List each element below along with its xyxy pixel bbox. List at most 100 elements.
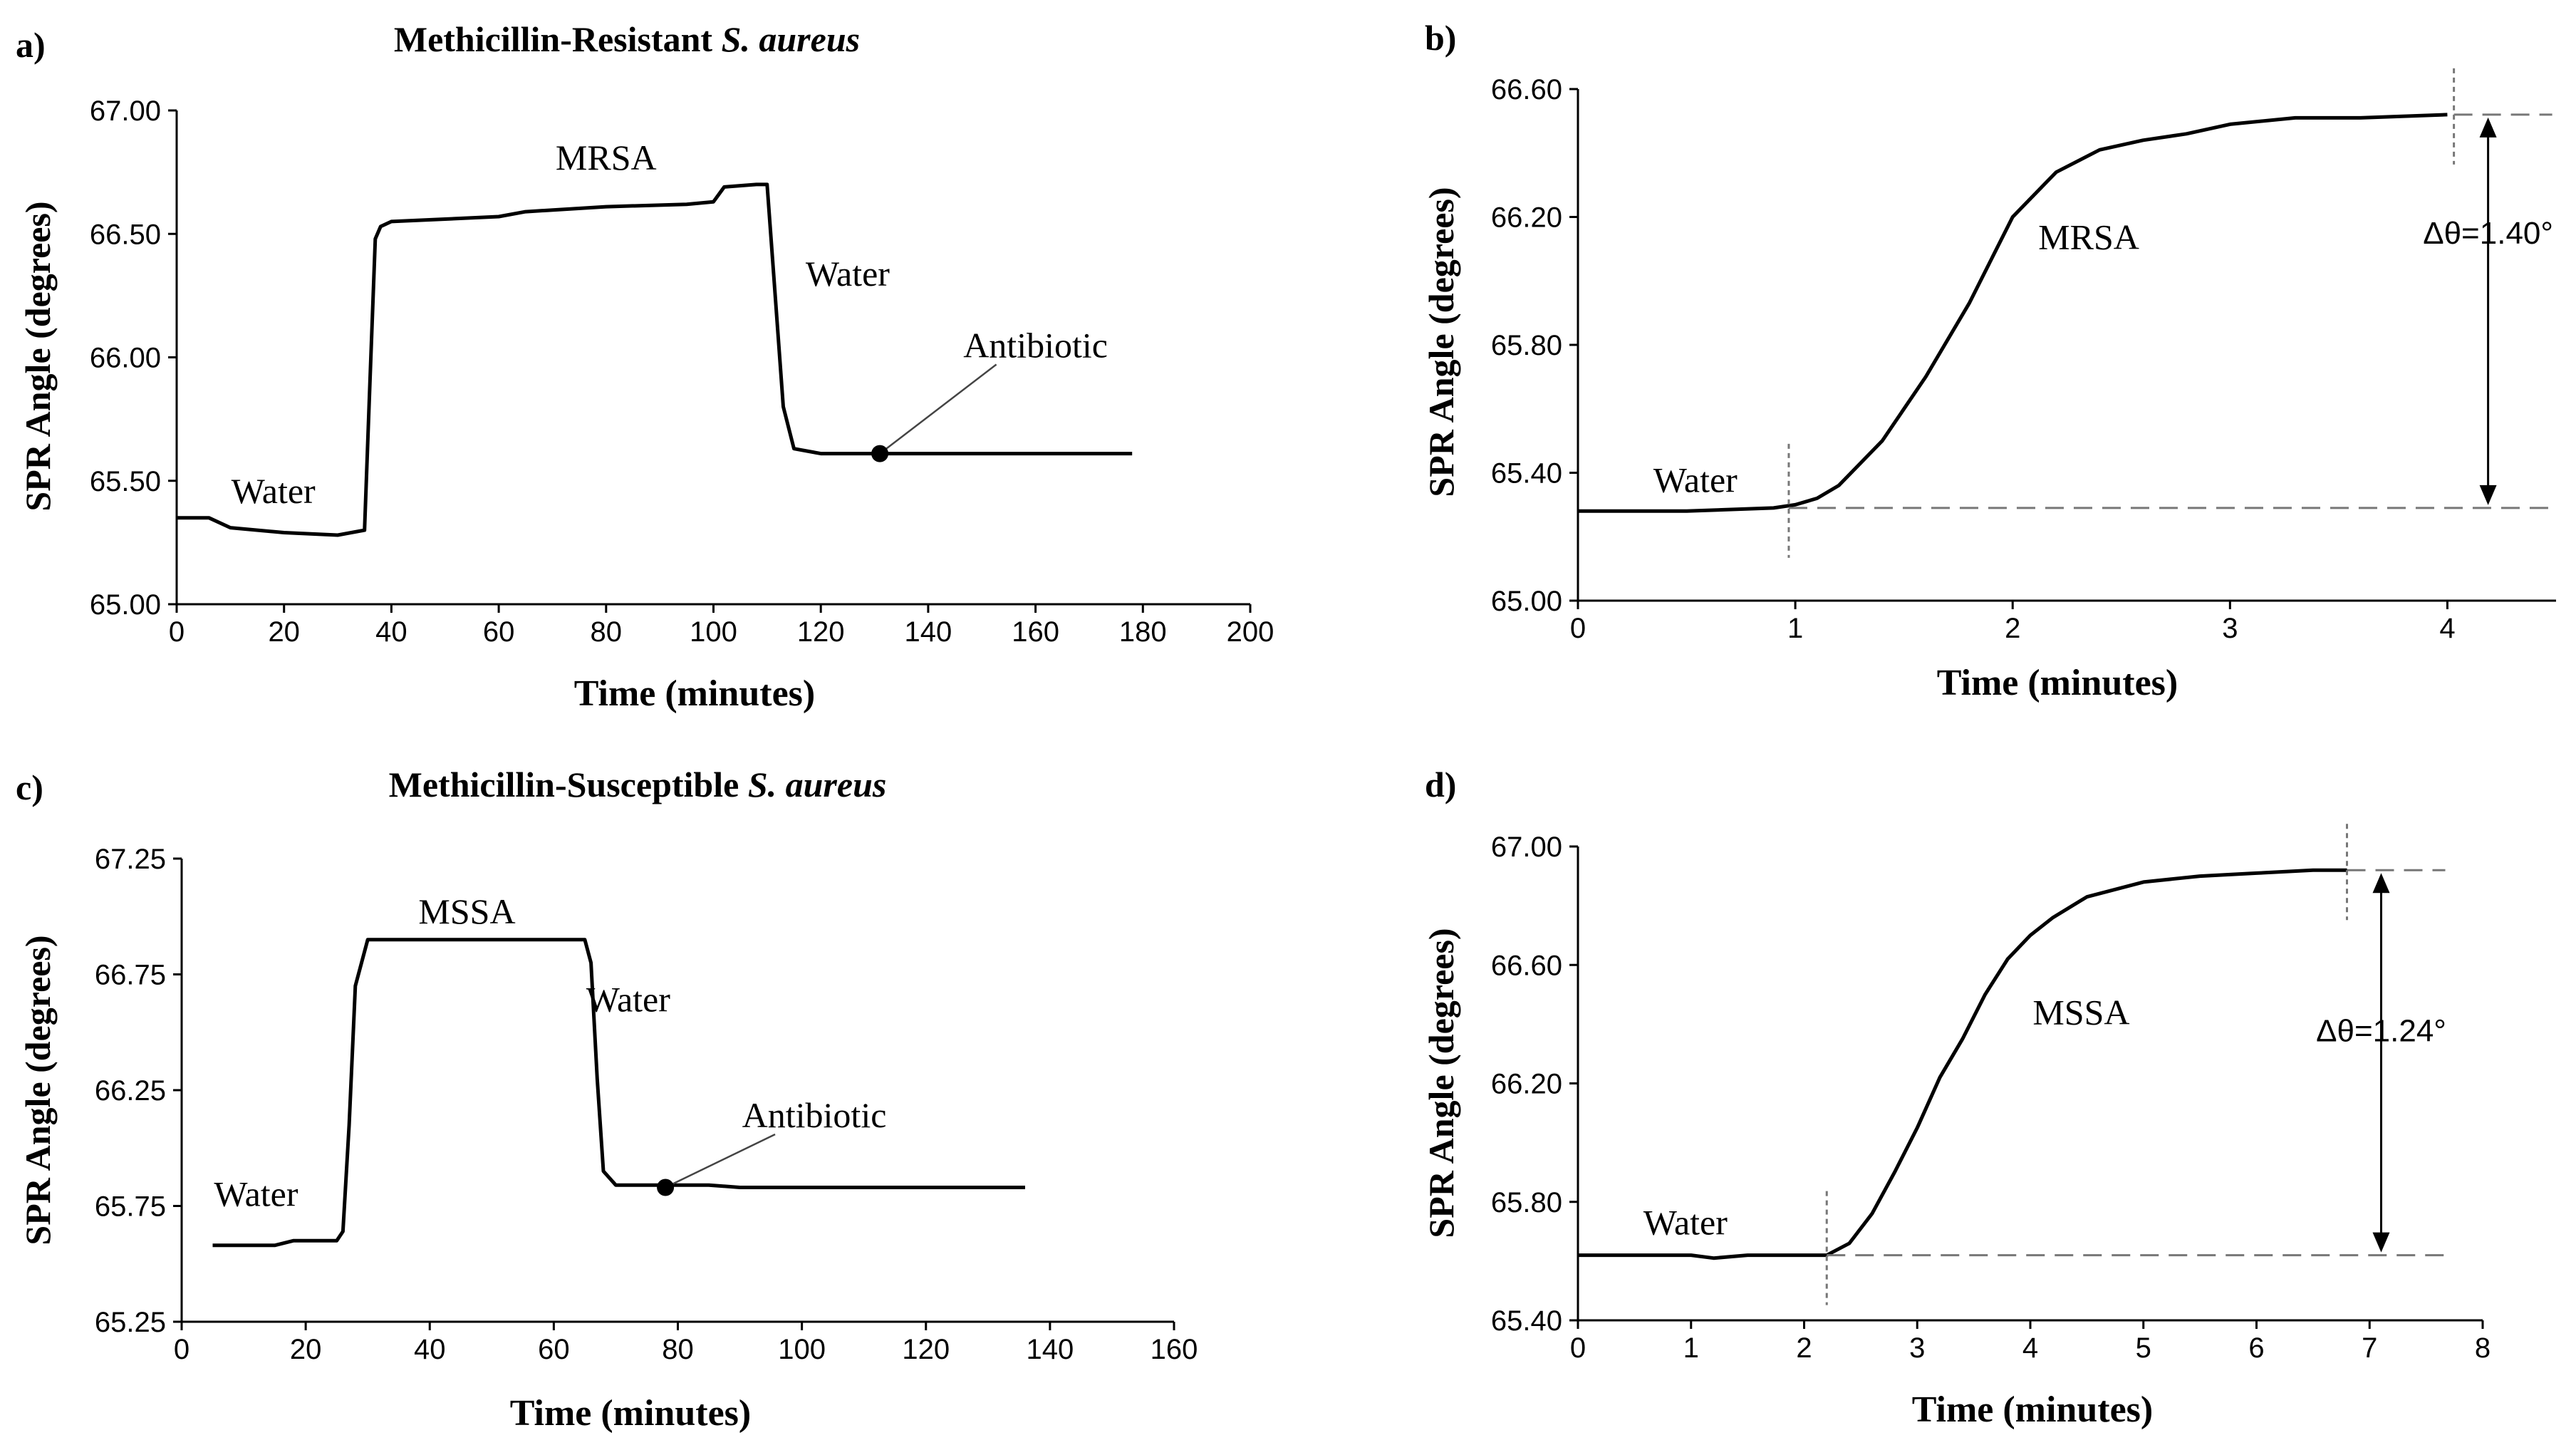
panel-a-title: Methicillin-Resistant S. aureus	[394, 19, 860, 59]
panel-a-x-axis-label: Time (minutes)	[574, 673, 815, 714]
panel-a-chart: a) Methicillin-Resistant S. aureus 0 20 40…	[16, 19, 1274, 714]
x-tick-label-60: 60	[483, 616, 515, 648]
y-tick-label-66-20: 66.20	[1491, 202, 1562, 234]
y-tick-label-67-00: 67.00	[1491, 832, 1562, 863]
panel-d-ticks: 0 1 2 3 4 5 6 7 8 65.40 65.80 66.20 66.60 67.00	[1491, 832, 2491, 1364]
panel-c-axes	[180, 859, 1174, 1323]
delta-arrow-head-up	[2479, 117, 2497, 138]
panel-a-y-axis-label: SPR Angle (degrees)	[18, 201, 58, 511]
annotation-antibiotic: Antibiotic	[963, 326, 1108, 366]
antibiotic-marker	[871, 445, 889, 462]
panel-d-chart: d) 0 1 2 3 4 5 6 7 8 65.40 65.80 66.20 66.60 67.00 Δθ…	[1421, 765, 2491, 1430]
x-tick-label-100: 100	[778, 1334, 826, 1365]
x-tick-label-60: 60	[538, 1334, 570, 1365]
panel-b-x-axis-label: Time (minutes)	[1937, 663, 2178, 703]
panel-c-marks	[212, 938, 1025, 1248]
x-tick-label-3: 3	[2222, 613, 2238, 644]
x-tick-label-140: 140	[905, 616, 952, 648]
y-tick-label-65-00: 65.00	[1491, 586, 1562, 617]
y-tick-label-66-25: 66.25	[95, 1075, 166, 1107]
annotation-mrsa: MRSA	[2038, 217, 2139, 257]
x-tick-label-0: 0	[174, 1334, 189, 1365]
delta-arrow-head-down	[2479, 485, 2497, 505]
panel-c-chart: c) Methicillin-Susceptible S. aureus 0 20…	[16, 765, 1198, 1434]
y-tick-label-65-25: 65.25	[95, 1307, 166, 1338]
y-tick-label-65-40: 65.40	[1491, 1305, 1562, 1337]
x-tick-label-7: 7	[2362, 1332, 2377, 1364]
antibiotic-leader-line	[665, 1133, 776, 1189]
x-tick-label-140: 140	[1027, 1334, 1074, 1365]
x-tick-label-2: 2	[2005, 613, 2020, 644]
panel-b-label: b)	[1425, 18, 1456, 58]
panel-c-ticks: 0 20 40 60 80 100 120 140 160 65.25 65.75 66.25 66.7…	[95, 844, 1198, 1365]
x-tick-label-0: 0	[1570, 1332, 1586, 1364]
panel-b-annotations: Water MRSA	[1653, 217, 2139, 499]
annotation-water: Water	[1653, 460, 1738, 499]
x-tick-label-120: 120	[797, 616, 845, 648]
delta-theta-label: Δθ=1.24°	[2316, 1013, 2446, 1048]
panel-b-ticks: 0 1 2 3 4 65.00 65.40 65.80 66.20 66.60	[1491, 74, 2456, 644]
y-tick-label-66-60: 66.60	[1491, 74, 1562, 105]
x-tick-label-8: 8	[2475, 1332, 2491, 1364]
x-tick-label-200: 200	[1227, 616, 1274, 648]
antibiotic-marker	[657, 1179, 675, 1196]
x-tick-label-3: 3	[1909, 1332, 1925, 1364]
y-tick-label-67-00: 67.00	[90, 95, 161, 127]
annotation-water: Water	[214, 1174, 298, 1214]
annotation-mssa: MSSA	[2032, 992, 2129, 1032]
x-tick-label-160: 160	[1151, 1334, 1198, 1365]
x-tick-label-1: 1	[1683, 1332, 1699, 1364]
x-tick-label-5: 5	[2136, 1332, 2151, 1364]
delta-arrow-head-down	[2372, 1232, 2390, 1253]
x-tick-label-40: 40	[414, 1334, 446, 1365]
x-tick-label-80: 80	[591, 616, 623, 648]
panel-c-annotations: Water MSSA Water Antibiotic	[214, 891, 886, 1214]
panel-b-marks: Δθ=1.40°	[1578, 68, 2553, 558]
panel-d-annotations: Water MSSA	[1643, 992, 2130, 1242]
panel-d-marks: Δθ=1.24°	[1578, 824, 2446, 1305]
x-tick-label-80: 80	[662, 1334, 694, 1365]
annotation-water: Water	[1643, 1202, 1728, 1242]
panel-d-x-axis-label: Time (minutes)	[1912, 1389, 2153, 1430]
panel-c-title: Methicillin-Susceptible S. aureus	[389, 765, 887, 804]
x-tick-label-1: 1	[1787, 613, 1803, 644]
x-tick-label-0: 0	[1570, 613, 1586, 644]
annotation-water: Water	[806, 254, 890, 294]
series-line-signal	[1578, 868, 2347, 1260]
annotation-mssa: MSSA	[418, 891, 515, 931]
x-tick-label-120: 120	[902, 1334, 950, 1365]
annotation-water: Water	[586, 980, 670, 1020]
y-tick-label-65-80: 65.80	[1491, 1187, 1562, 1218]
panel-b-chart: b) 0 1 2 3 4 65.00 65.40 65.80 66.20 66.60 Δθ=1.4…	[1421, 18, 2556, 703]
y-tick-label-66-50: 66.50	[90, 219, 161, 250]
panel-d-y-axis-label: SPR Angle (degrees)	[1421, 928, 1461, 1238]
panel-a-ticks: 0 20 40 60 80 100 120 140 160 180 200 65.00 65.50 66.…	[90, 95, 1274, 648]
y-tick-label-65-50: 65.50	[90, 466, 161, 497]
panel-a-label: a)	[16, 25, 46, 65]
panel-d-label: d)	[1425, 765, 1456, 804]
series-line-signal	[1578, 113, 2448, 513]
panel-a-annotations: Water MRSA Water Antibiotic	[232, 138, 1108, 511]
x-tick-label-40: 40	[375, 616, 407, 648]
annotation-water: Water	[232, 471, 316, 511]
panel-c-y-axis-label: SPR Angle (degrees)	[18, 935, 58, 1245]
y-tick-label-66-20: 66.20	[1491, 1069, 1562, 1100]
x-tick-label-4: 4	[2439, 613, 2455, 644]
series-line-signal	[177, 182, 1133, 537]
y-tick-label-65-40: 65.40	[1491, 458, 1562, 490]
x-tick-label-160: 160	[1012, 616, 1059, 648]
antibiotic-leader-line	[879, 363, 997, 455]
panel-b-y-axis-label: SPR Angle (degrees)	[1421, 187, 1461, 497]
series-line-signal	[212, 938, 1025, 1248]
panel-a-marks	[177, 182, 1133, 537]
delta-theta-label: Δθ=1.40°	[2423, 216, 2553, 251]
x-tick-label-180: 180	[1119, 616, 1167, 648]
y-tick-label-67-25: 67.25	[95, 844, 166, 875]
annotation-antibiotic: Antibiotic	[742, 1095, 887, 1135]
y-tick-label-65-80: 65.80	[1491, 330, 1562, 361]
x-tick-label-6: 6	[2248, 1332, 2264, 1364]
annotation-mrsa: MRSA	[556, 138, 657, 177]
x-tick-label-2: 2	[1796, 1332, 1812, 1364]
y-tick-label-66-60: 66.60	[1491, 950, 1562, 981]
x-tick-label-20: 20	[290, 1334, 322, 1365]
